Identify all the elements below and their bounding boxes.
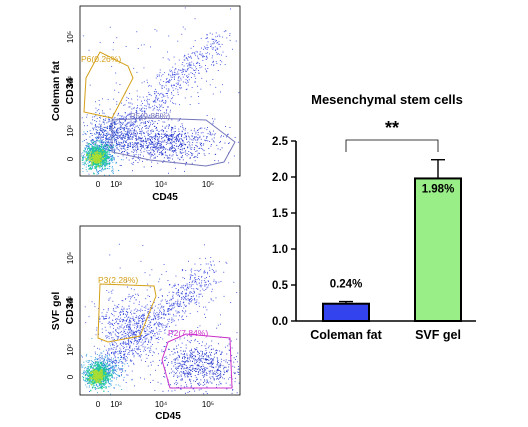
gate-p6 [83,51,134,119]
gate-label-p5: P5(9.86%) [130,111,170,121]
data-label-1: 1.98% [422,183,455,195]
x-axis-label-bottom: CD45 [155,411,181,422]
y-tick-label: 2.5 [272,136,289,148]
x-tick-bottom-2: 10⁴ [155,400,168,409]
x-tick-bottom-1: 10³ [110,400,122,409]
flow-plot-top-events [81,7,240,176]
bar-1 [414,177,462,322]
gate-label-p2: P2(7.84%) [168,328,208,338]
bar-chart-y-ticks: 0.0 0.5 1.0 1.5 2.0 2.5 [272,136,296,328]
y-tick-bottom-0: 0 [66,374,75,379]
y-tick-top-0: 0 [66,156,75,161]
y-tick-label: 1.0 [272,244,288,256]
x-tick-bottom-3: 10⁵ [202,400,214,409]
y-tick-bottom-1: 10³ [66,344,75,356]
y-ticks-top: 0 10³ 10⁴ 10⁵ [66,31,75,161]
significance-marker: ** [385,118,399,138]
x-axis-label-top: CD45 [152,192,178,203]
x-ticks-bottom: 0 10³ 10⁴ 10⁵ [96,400,214,409]
bar-chart-bars: 0.24% 1.98% [322,159,462,323]
y-tick-bottom-3: 10⁵ [66,252,75,264]
y-tick-top-3: 10⁵ [66,31,75,43]
flow-plot-bottom-events [81,243,240,395]
flow-plot-top-frame [79,5,241,177]
y-tick-label: 2.0 [272,172,288,184]
bar-chart: Mesenchymal stem cells 0.0 0.5 1.0 1.5 2.0 2.… [272,92,476,342]
y-tick-top-2: 10⁴ [66,75,75,88]
flow-plot-bottom-frame [79,225,241,396]
gate-label-p3: P3(2.28%) [98,275,138,285]
bar-chart-categories: Coleman fat SVF gel [310,328,461,342]
x-tick-top-2: 10⁴ [155,180,168,189]
y-axis-label-sample-bottom: SVF gel [50,292,62,331]
y-axis-label-sample-top: Coleman fat [50,60,62,121]
x-tick-top-0: 0 [96,180,101,189]
bar-0 [322,302,370,323]
bar-chart-title: Mesenchymal stem cells [311,92,463,107]
gate-p2 [161,333,233,389]
y-axis-label-marker-bottom: CD34 [64,297,76,324]
y-ticks-bottom: 0 10³ 10⁴ 10⁵ [66,252,75,379]
gate-p5 [111,117,236,167]
y-tick-top-1: 10³ [66,125,75,137]
flow-plot-top: P6(0.26%) P5(9.86%) Coleman fat CD34 0 1… [50,5,241,203]
y-axis-label-marker-top: CD34 [64,77,76,104]
gate-label-p6: P6(0.26%) [81,54,121,64]
y-tick-label: 0.0 [272,316,288,328]
data-label-0: 0.24% [330,279,363,291]
y-tick-label: 1.5 [272,208,289,220]
category-label-0: Coleman fat [310,328,382,342]
x-ticks-top: 0 10³ 10⁴ 10⁵ [96,180,214,189]
y-tick-label: 0.5 [272,280,289,292]
category-label-1: SVF gel [415,328,461,342]
x-tick-bottom-0: 0 [96,400,101,409]
gate-p3 [97,283,157,343]
flow-plot-bottom: P3(2.28%) P2(7.84%) SVF gel CD34 0 10³ 1… [50,225,241,422]
significance-bracket [345,139,439,152]
x-tick-top-3: 10⁵ [202,180,214,189]
x-tick-top-1: 10³ [110,180,122,189]
y-tick-bottom-2: 10⁴ [66,295,75,308]
